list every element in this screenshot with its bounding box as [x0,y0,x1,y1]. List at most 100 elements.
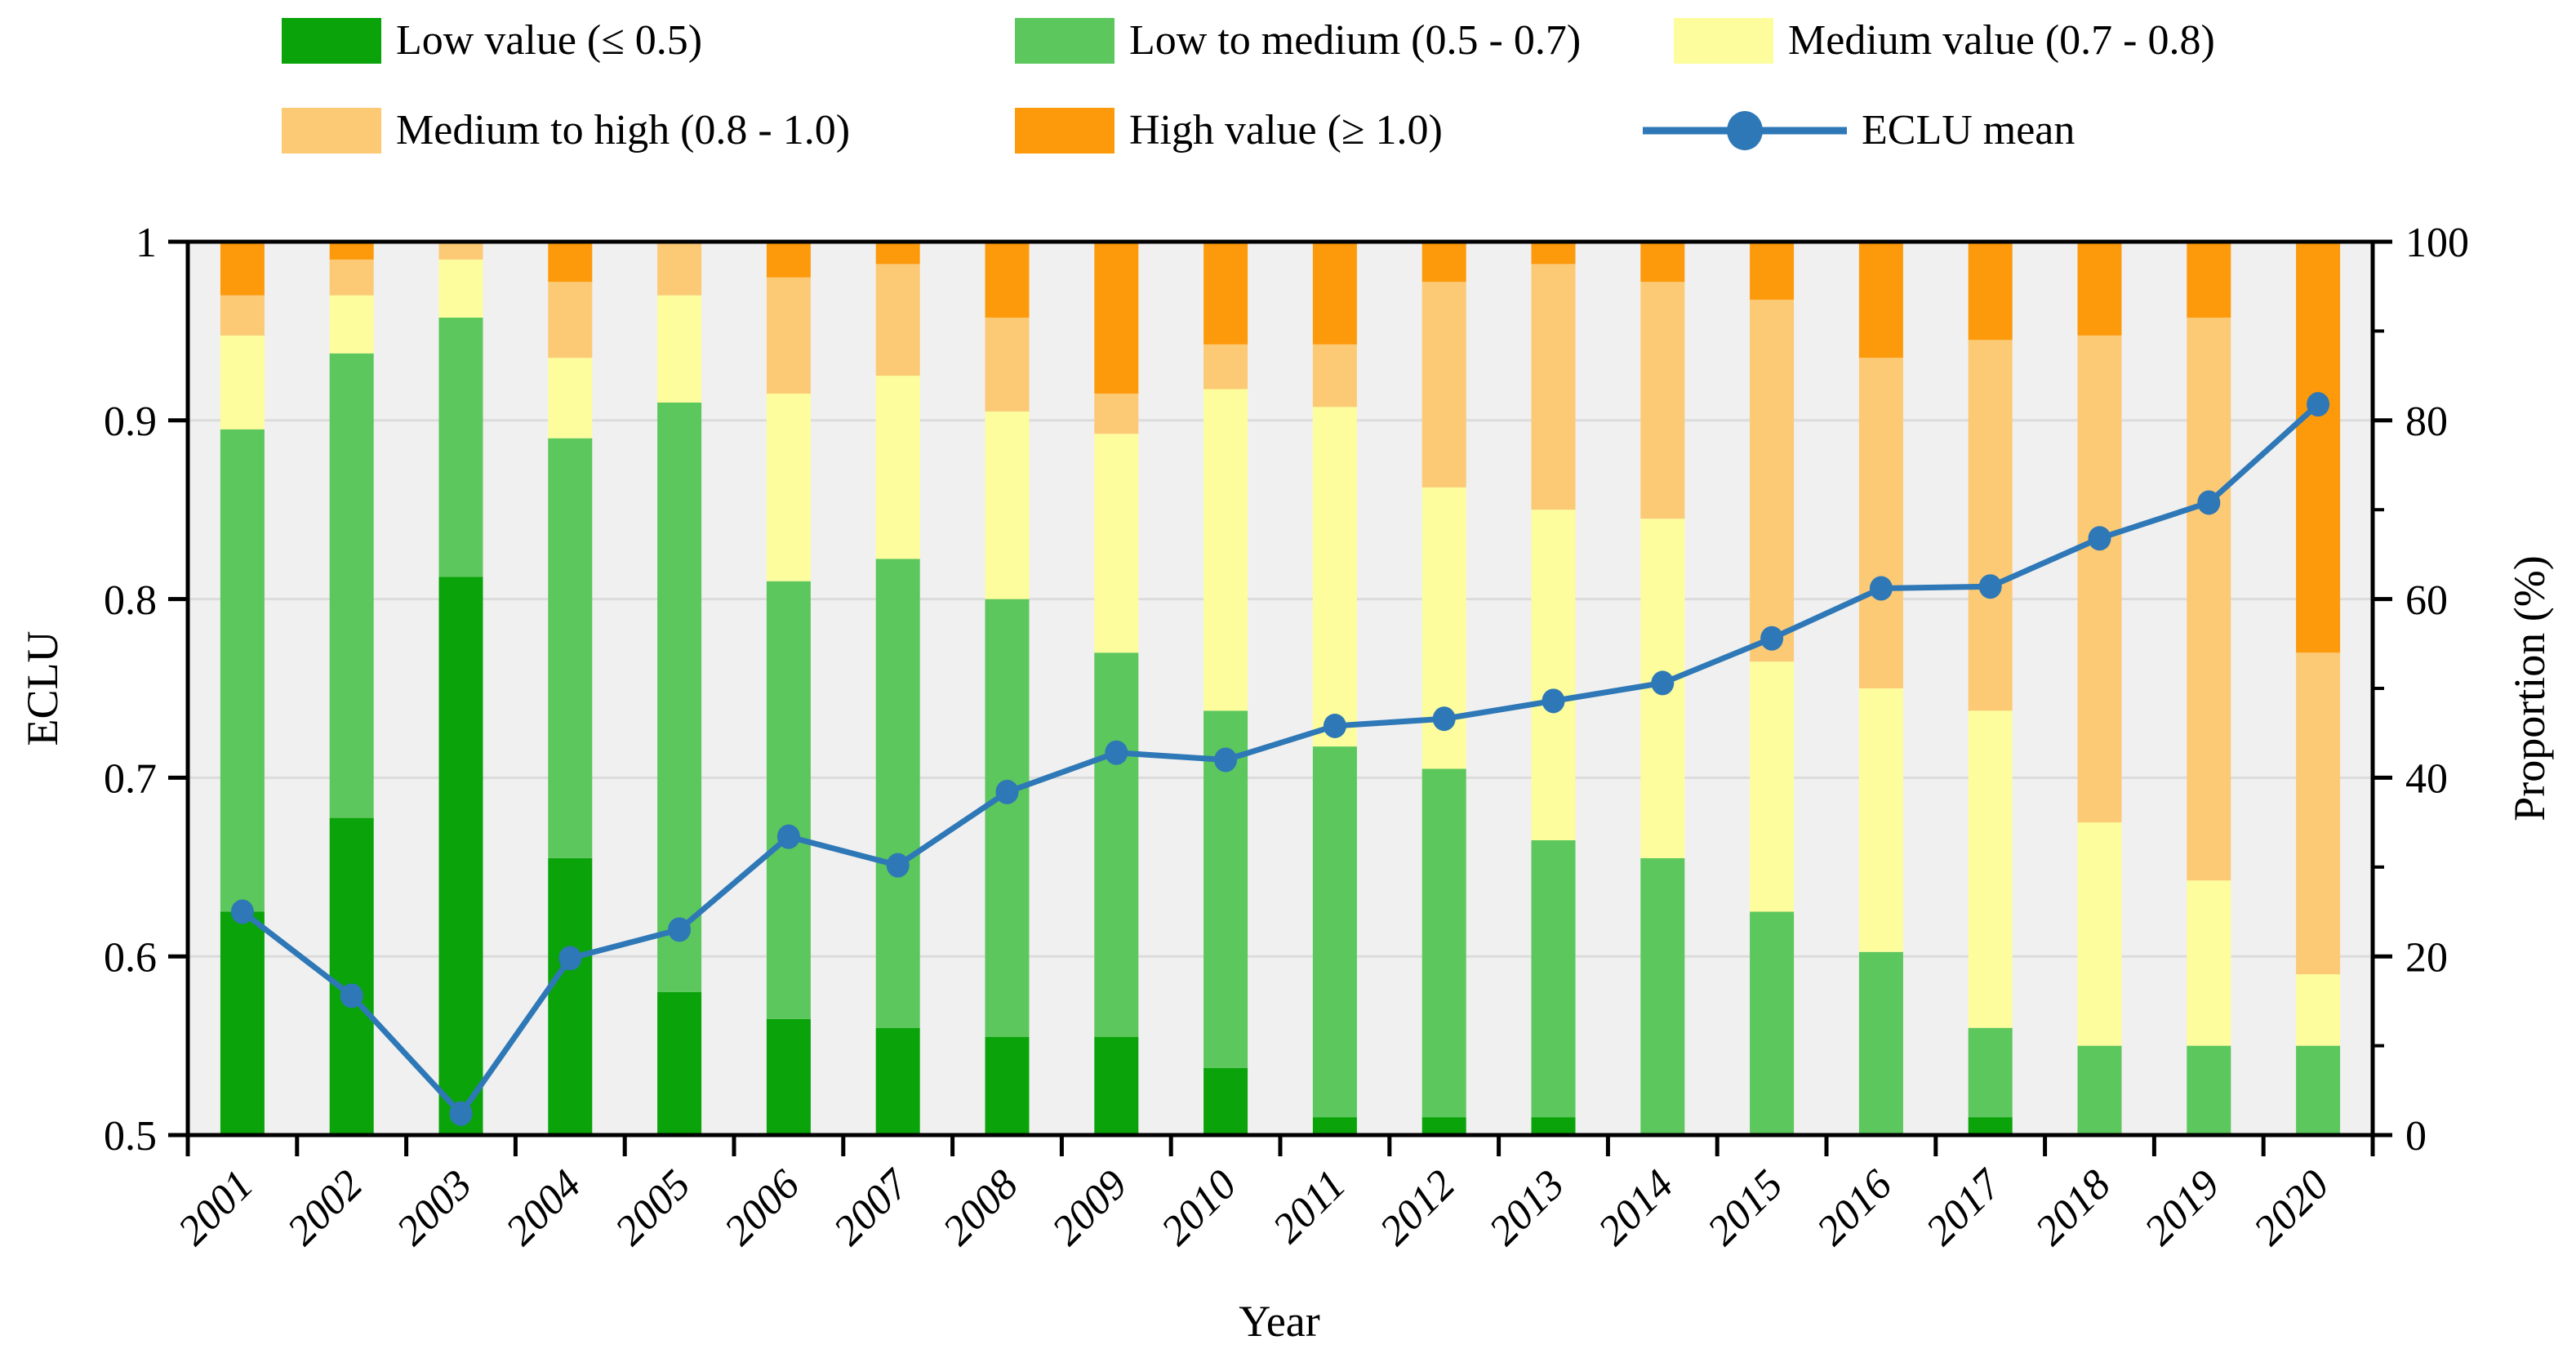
left-tick-label: 0.7 [104,756,157,803]
bar-segment-2004 [548,438,593,858]
bar-segment-2020 [2296,1045,2341,1135]
x-tick-label-2015: 2015 [1699,1161,1792,1254]
bar-segment-2001 [220,335,265,430]
bar-segment-2009 [1094,242,1139,394]
bar-segment-2004 [548,857,593,1135]
bar-segment-2019 [2187,880,2231,1046]
right-tick-label: 100 [2405,220,2469,266]
bar-segment-2004 [548,282,593,358]
bar-segment-2015 [1750,661,1795,912]
bar-segment-2005 [657,402,702,992]
bar-segment-2012 [1421,242,1466,283]
legend-item-4: Medium to high (0.8 - 1.0) [282,108,850,154]
bar-segment-2008 [985,242,1030,318]
bar-segment-2008 [985,599,1030,1037]
bar-segment-2010 [1203,242,1248,345]
bar-segment-2007 [875,559,920,1028]
legend-swatch-icon [1015,18,1114,64]
eclu-mean-marker-2004 [558,946,582,971]
bar-segment-2017 [1968,242,2013,341]
x-tick-label-2020: 2020 [2245,1161,2338,1254]
x-tick-label-2010: 2010 [1153,1161,1246,1254]
bar-segment-2017 [1968,710,2013,1028]
bar-segment-2005 [657,295,702,403]
bar-segment-2020 [2296,974,2341,1046]
bar-segment-2011 [1312,242,1357,345]
bar-segment-2010 [1203,1067,1248,1135]
bar-segment-2017 [1968,340,2013,711]
bar-segment-2011 [1312,1117,1357,1135]
bar-segment-2013 [1531,839,1576,1118]
bar-segment-2009 [1094,1036,1139,1135]
eclu-mean-marker-2002 [340,983,363,1008]
bar-segment-2002 [329,353,374,818]
bar-segment-2009 [1094,652,1139,1037]
bar-segment-2010 [1203,344,1248,390]
bar-segment-2001 [220,295,265,336]
bar-segment-2015 [1750,911,1795,1135]
bar-segment-2015 [1750,300,1795,662]
bar-segment-2016 [1858,688,1903,952]
legend-label: Low to medium (0.5 - 0.7) [1129,17,1582,64]
bar-segment-2016 [1858,242,1903,358]
eclu-mean-marker-2015 [1760,626,1784,651]
legend-label: High value (≥ 1.0) [1129,107,1443,154]
eclu-mean-marker-2019 [2197,490,2221,515]
eclu-mean-marker-2011 [1323,713,1346,738]
bar-segment-2013 [1531,1117,1576,1135]
eclu-mean-marker-2007 [886,853,910,878]
left-axis-title: ECLU [18,630,67,746]
x-tick-label-2014: 2014 [1590,1161,1683,1254]
eclu-mean-marker-2010 [1214,747,1238,773]
bar-segment-2002 [329,295,374,354]
legend-swatch-icon [1674,18,1773,64]
bar-segment-2007 [875,242,920,265]
eclu-mean-marker-2012 [1432,706,1456,732]
legend-item-5: High value (≥ 1.0) [1015,108,1443,154]
bar-segment-2006 [766,581,811,1019]
bar-segment-2018 [2077,1045,2122,1135]
legend-label: Medium to high (0.8 - 1.0) [396,107,851,154]
bar-segment-2011 [1312,344,1357,407]
x-tick-label-2005: 2005 [607,1161,700,1254]
eclu-mean-marker-2013 [1542,688,1565,714]
right-tick-label: 40 [2405,756,2448,803]
right-axis-title: Proportion (%) [2505,555,2554,821]
bar-segment-2019 [2187,1045,2231,1135]
x-tick-label-2008: 2008 [934,1161,1027,1254]
eclu-mean-marker-2005 [668,917,692,942]
bar-segment-2004 [548,242,593,283]
legend-label: ECLU mean [1862,107,2075,154]
bar-segment-2006 [766,1018,811,1135]
bar-segment-2006 [766,277,811,394]
bar-segment-2006 [766,242,811,278]
x-tick-label-2013: 2013 [1480,1161,1573,1254]
eclu-mean-marker-2016 [1869,576,1893,601]
legend-line-marker-icon [1643,108,1847,154]
eclu-mean-marker-2020 [2307,392,2330,417]
right-tick-label: 60 [2405,577,2448,624]
bar-segment-2014 [1640,282,1685,519]
bar-segment-2015 [1750,242,1795,301]
bar-segment-2007 [875,376,920,559]
bar-segment-2018 [2077,335,2122,823]
bar-segment-2013 [1531,264,1576,510]
legend-swatch-icon [282,18,381,64]
bar-segment-2012 [1421,282,1466,488]
bar-segment-2003 [438,577,483,1135]
left-tick-label: 0.9 [104,398,157,445]
bar-segment-2006 [766,393,811,581]
x-tick-label-2002: 2002 [278,1161,371,1254]
bar-segment-2016 [1858,951,1903,1135]
bar-segment-2017 [1968,1117,2013,1135]
eclu-mean-marker-2017 [1978,574,2002,599]
legend-label: Medium value (0.7 - 0.8) [1788,17,2215,64]
bar-segment-2003 [438,242,483,260]
x-tick-label-2018: 2018 [2027,1161,2120,1254]
bar-segment-2001 [220,242,265,296]
eclu-mean-line [239,401,2321,1117]
right-tick-label: 80 [2405,398,2448,445]
eclu-mean-marker-2001 [230,899,254,924]
x-tick-label-2009: 2009 [1043,1161,1137,1254]
